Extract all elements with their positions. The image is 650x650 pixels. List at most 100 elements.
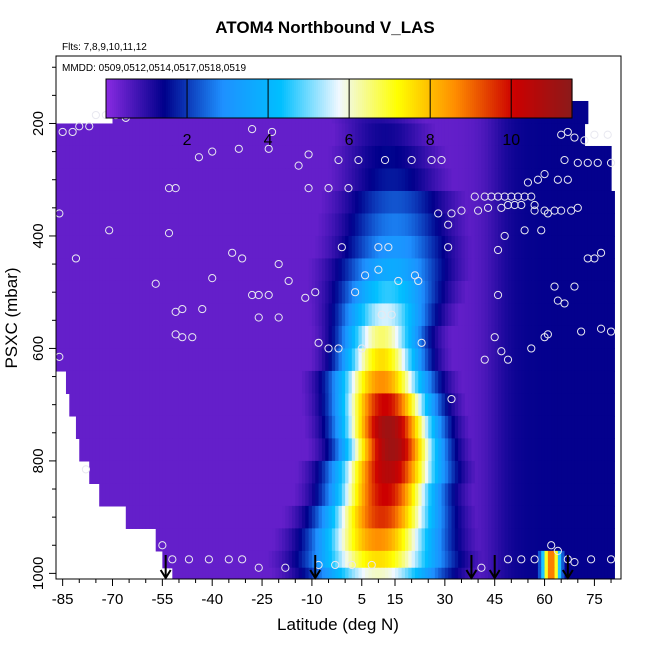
heat-cell	[291, 505, 296, 529]
heat-cell	[488, 213, 492, 237]
heat-cell	[461, 505, 466, 529]
heat-cell	[584, 528, 589, 552]
heat-cell	[388, 168, 393, 192]
heat-cell	[175, 348, 180, 372]
heat-cell	[561, 303, 566, 327]
heat-cell	[434, 280, 439, 305]
heat-cell	[361, 213, 366, 237]
heat-cell	[411, 348, 416, 372]
arrow-marker	[561, 555, 574, 580]
heat-cell	[544, 393, 549, 417]
heat-cell	[581, 438, 586, 462]
heat-cell	[391, 483, 396, 507]
heat-cell	[321, 528, 326, 552]
colorbar-swatch	[512, 79, 515, 118]
heat-cell	[551, 145, 556, 170]
heat-cell	[424, 460, 429, 484]
colorbar-swatch	[498, 79, 501, 118]
heat-cell	[348, 438, 353, 462]
heat-cell	[577, 528, 582, 552]
heat-cell	[491, 370, 496, 395]
heat-cell	[611, 258, 615, 282]
heat-cell	[341, 235, 346, 260]
heat-cell	[315, 280, 320, 305]
heat-cell	[172, 280, 177, 305]
heat-cell	[162, 505, 167, 529]
heat-cell	[255, 258, 260, 282]
heat-cell	[212, 213, 217, 237]
heat-cell	[611, 483, 615, 507]
heat-cell	[571, 280, 576, 305]
heat-cell	[428, 460, 433, 484]
heat-cell	[212, 348, 217, 372]
heat-cell	[471, 325, 476, 350]
heat-cell	[135, 393, 140, 417]
heat-cell	[232, 235, 237, 260]
heat-cell	[418, 348, 423, 372]
heat-cell	[208, 123, 213, 147]
heat-cell	[295, 258, 300, 282]
heat-cell	[557, 550, 562, 569]
colorbar-swatch	[112, 79, 115, 118]
colorbar-swatch	[304, 79, 307, 118]
heat-cell	[335, 348, 340, 372]
colorbar-swatch	[418, 79, 421, 118]
heat-cell	[242, 145, 247, 170]
heat-cell	[398, 190, 403, 215]
heat-cell	[421, 303, 426, 327]
heat-cell	[235, 235, 240, 260]
heat-cell	[458, 145, 463, 170]
heat-cell	[385, 190, 389, 215]
heat-cell	[335, 567, 340, 579]
heat-cell	[178, 370, 183, 395]
heat-cell	[122, 348, 127, 372]
heat-cell	[498, 415, 502, 440]
heat-cell	[418, 280, 423, 305]
heat-cell	[245, 213, 250, 237]
observation-point	[444, 220, 453, 229]
heat-cell	[385, 505, 389, 529]
heat-cell	[371, 550, 376, 569]
heat-cell	[145, 460, 150, 484]
heat-cell	[481, 145, 486, 170]
heat-cell	[79, 438, 84, 462]
heat-cell	[331, 325, 336, 350]
heat-cell	[391, 505, 396, 529]
heat-cell	[288, 325, 293, 350]
observation-point	[493, 245, 503, 255]
heat-cell	[159, 123, 163, 147]
heat-cell	[262, 325, 266, 350]
heat-cell	[212, 460, 217, 484]
heat-cell	[414, 213, 419, 237]
heat-cell	[242, 528, 247, 552]
heat-cell	[262, 460, 266, 484]
heat-cell	[444, 145, 449, 170]
colorbar-swatch	[110, 79, 113, 118]
colorbar-swatch	[244, 79, 247, 118]
heat-cell	[388, 325, 393, 350]
heat-cell	[474, 123, 479, 147]
heat-cell	[212, 190, 217, 215]
heat-cell	[371, 505, 376, 529]
heat-cell	[388, 460, 393, 484]
heat-cell	[235, 438, 240, 462]
heat-cell	[564, 567, 569, 579]
heat-cell	[282, 303, 286, 327]
heat-cell	[564, 348, 569, 372]
heat-cell	[89, 145, 94, 170]
heat-cell	[208, 460, 213, 484]
colorbar-swatch	[448, 79, 451, 118]
heat-cell	[358, 567, 363, 579]
heat-cell	[235, 168, 240, 192]
heat-cell	[604, 483, 609, 507]
heat-cell	[125, 393, 130, 417]
heat-cell	[208, 145, 213, 170]
heat-cell	[165, 280, 170, 305]
heat-cell	[551, 567, 556, 579]
heat-cell	[591, 235, 596, 260]
observation-point	[523, 178, 533, 187]
heat-cell	[95, 415, 100, 440]
heat-cell	[301, 190, 306, 215]
heat-cell	[611, 303, 615, 327]
colorbar-swatch	[196, 79, 199, 118]
